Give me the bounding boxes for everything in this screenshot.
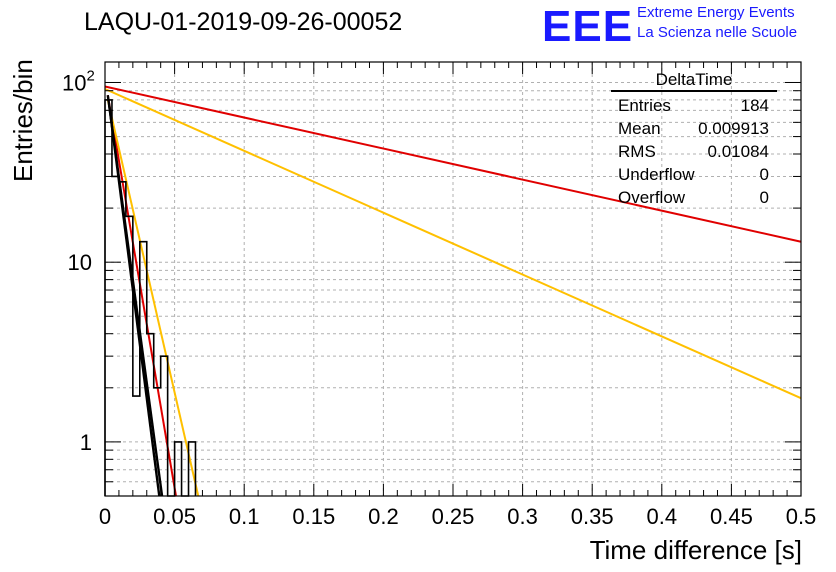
fit-curve-black [107, 104, 161, 497]
x-tick-label: 0.3 [507, 504, 538, 529]
fit-curve-orange [106, 99, 200, 497]
histogram-outline [104, 99, 197, 497]
stats-row-overflow: Overflow 0 [611, 186, 777, 209]
x-tick-label: 0.45 [710, 504, 753, 529]
y-axis-label: Entries/bin [8, 59, 38, 182]
x-tick-label: 0.15 [292, 504, 335, 529]
y-tick-label: 1 [80, 430, 92, 455]
fit-curve-red [104, 85, 802, 243]
fit-curve-red [106, 94, 177, 497]
stats-value: 0 [759, 165, 769, 184]
logo-line-1: Extreme Energy Events [637, 4, 795, 21]
stats-label: Entries [618, 96, 671, 115]
stats-row-entries: Entries 184 [611, 94, 777, 117]
stats-value: 0 [759, 188, 769, 207]
x-tick-label: 0 [99, 504, 111, 529]
stats-label: Underflow [618, 165, 695, 184]
y-tick-label: 102 [62, 67, 95, 95]
x-tick-label: 0.05 [153, 504, 196, 529]
x-tick-label: 0.2 [368, 504, 399, 529]
x-tick-label: 0.5 [786, 504, 817, 529]
grid-lines [105, 62, 801, 497]
y-tick-label: 10 [68, 250, 92, 275]
stats-value: 0.01084 [707, 142, 769, 161]
x-tick-label: 0.4 [647, 504, 678, 529]
x-tick-label: 0.1 [229, 504, 260, 529]
chart-title: LAQU-01-2019-09-26-00052 [84, 8, 403, 36]
stats-box: DeltaTime Entries 184 Mean 0.009913 RMS … [611, 70, 777, 209]
stats-row-mean: Mean 0.009913 [611, 117, 777, 140]
x-tick-label: 0.35 [571, 504, 614, 529]
x-axis-label: Time difference [s] [589, 535, 802, 565]
stats-title: DeltaTime [611, 70, 777, 92]
tick-labels: 0 0.05 0.1 0.15 0.2 0.25 0.3 0.35 0.4 0.45 0.5 1 10 1… [62, 67, 816, 529]
fit-curves [104, 85, 802, 497]
stats-label: RMS [618, 142, 656, 161]
histogram-bars [104, 99, 197, 497]
eee-logo: EEE [542, 2, 634, 51]
y-tick-exponent: 2 [86, 67, 94, 84]
stats-value: 0.009913 [698, 119, 769, 138]
stats-row-underflow: Underflow 0 [611, 163, 777, 186]
fit-curve-orange [104, 88, 802, 400]
stats-label: Mean [618, 119, 661, 138]
logo-line-2: La Scienza nelle Scuole [637, 24, 798, 41]
stats-row-rms: RMS 0.01084 [611, 140, 777, 163]
axis-ticks [104, 62, 802, 497]
stats-label: Overflow [618, 188, 686, 207]
x-tick-label: 0.25 [432, 504, 475, 529]
stats-value: 184 [740, 96, 769, 115]
